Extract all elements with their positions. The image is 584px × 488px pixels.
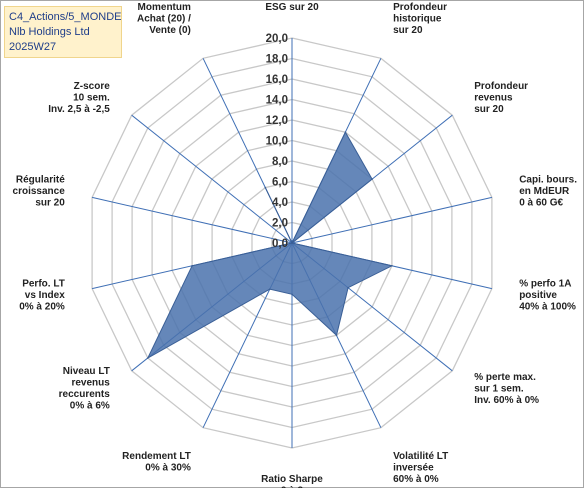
tick-label: 16,0 [266,74,288,86]
data-point [291,293,293,296]
radar-tick-labels: 0,0 2,0 4,0 6,0 8,0 10,0 12,0 14,0 16,0 18,0 20,0 [266,33,288,250]
radar-spoke [131,114,293,244]
tick-label: 0,0 [272,238,288,250]
series-area [146,131,394,360]
data-point [264,186,267,189]
tick-label: 14,0 [266,95,288,107]
axis-label: Z-score 10 sem. Inv. 2,5 à -2,5 [48,81,110,115]
data-point [335,334,338,337]
title-line-2: Nlb Holdings Ltd [9,26,90,38]
tick-label: 20,0 [266,33,288,45]
axis-label: NoteESG sur 20 [265,0,319,13]
axis-label: Niveau LT revenus reccurents 0% à 6% [59,366,111,412]
data-point [191,265,193,267]
axis-label: % perte max. sur 1 sem. Inv. 60% à 0% [474,372,539,406]
axis-label: Perfo. LT vs Index 0% à 20% [19,278,65,312]
title-box: C4_Actions/5_MONDE Nlb Holdings Ltd 2025… [4,6,122,58]
tick-label: 6,0 [272,177,288,189]
data-point [269,288,271,291]
radar-series [146,131,394,360]
axis-label: % perfo 1A positive 40% à 100% [519,278,576,312]
data-point [291,242,293,244]
data-point [347,286,349,289]
axis-label: Profondeur revenus sur 20 [474,81,528,115]
axis-label: Profondeur historique sur 20 [393,2,447,36]
title-line-1: C4_Actions/5_MONDE [9,11,122,23]
radar-spoke [91,196,293,244]
tick-label: 18,0 [266,54,288,66]
axis-label: Rendement LT 0% à 30% [122,451,191,474]
tick-label: 4,0 [272,197,288,209]
axis-label: Régularité croissance sur 20 [13,175,66,209]
data-point [371,178,373,180]
tick-label: 2,0 [272,218,288,230]
data-point [391,265,393,267]
axis-label: Capi. bours. en MdEUR 0 à 60 G€ [519,175,577,209]
data-point [344,131,347,133]
title-line-3: 2025W27 [9,41,57,53]
tick-label: 12,0 [266,115,288,127]
tick-label: 8,0 [272,156,288,168]
axis-label: Ratio Sharpe0 à 2 [261,474,323,488]
axis-label: Momentum Achat (20) / Vente (0) [137,2,191,36]
data-point [147,357,149,359]
radar-spoke [291,196,493,244]
tick-label: 10,0 [266,136,288,148]
axis-label: Volatilité LT inversée 60% à 0% [393,451,448,485]
